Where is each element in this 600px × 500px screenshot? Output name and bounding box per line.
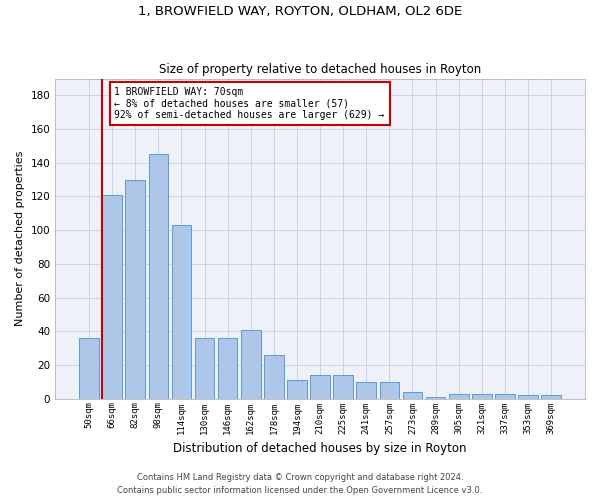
Bar	[495, 394, 515, 398]
Bar	[449, 394, 469, 398]
Y-axis label: Number of detached properties: Number of detached properties	[15, 151, 25, 326]
Bar	[356, 382, 376, 398]
Bar	[172, 225, 191, 398]
Bar	[264, 355, 284, 399]
Bar	[403, 392, 422, 398]
Bar	[287, 380, 307, 398]
Bar	[426, 397, 445, 398]
Text: 1, BROWFIELD WAY, ROYTON, OLDHAM, OL2 6DE: 1, BROWFIELD WAY, ROYTON, OLDHAM, OL2 6D…	[138, 5, 462, 18]
X-axis label: Distribution of detached houses by size in Royton: Distribution of detached houses by size …	[173, 442, 467, 455]
Bar	[334, 375, 353, 398]
Text: Contains HM Land Registry data © Crown copyright and database right 2024.
Contai: Contains HM Land Registry data © Crown c…	[118, 474, 482, 495]
Bar	[125, 180, 145, 398]
Text: 1 BROWFIELD WAY: 70sqm
← 8% of detached houses are smaller (57)
92% of semi-deta: 1 BROWFIELD WAY: 70sqm ← 8% of detached …	[115, 87, 385, 120]
Bar	[195, 338, 214, 398]
Title: Size of property relative to detached houses in Royton: Size of property relative to detached ho…	[159, 63, 481, 76]
Bar	[310, 375, 330, 398]
Bar	[380, 382, 399, 398]
Bar	[518, 396, 538, 398]
Bar	[79, 338, 99, 398]
Bar	[218, 338, 238, 398]
Bar	[241, 330, 260, 398]
Bar	[149, 154, 168, 398]
Bar	[103, 195, 122, 398]
Bar	[472, 394, 491, 398]
Bar	[541, 396, 561, 398]
